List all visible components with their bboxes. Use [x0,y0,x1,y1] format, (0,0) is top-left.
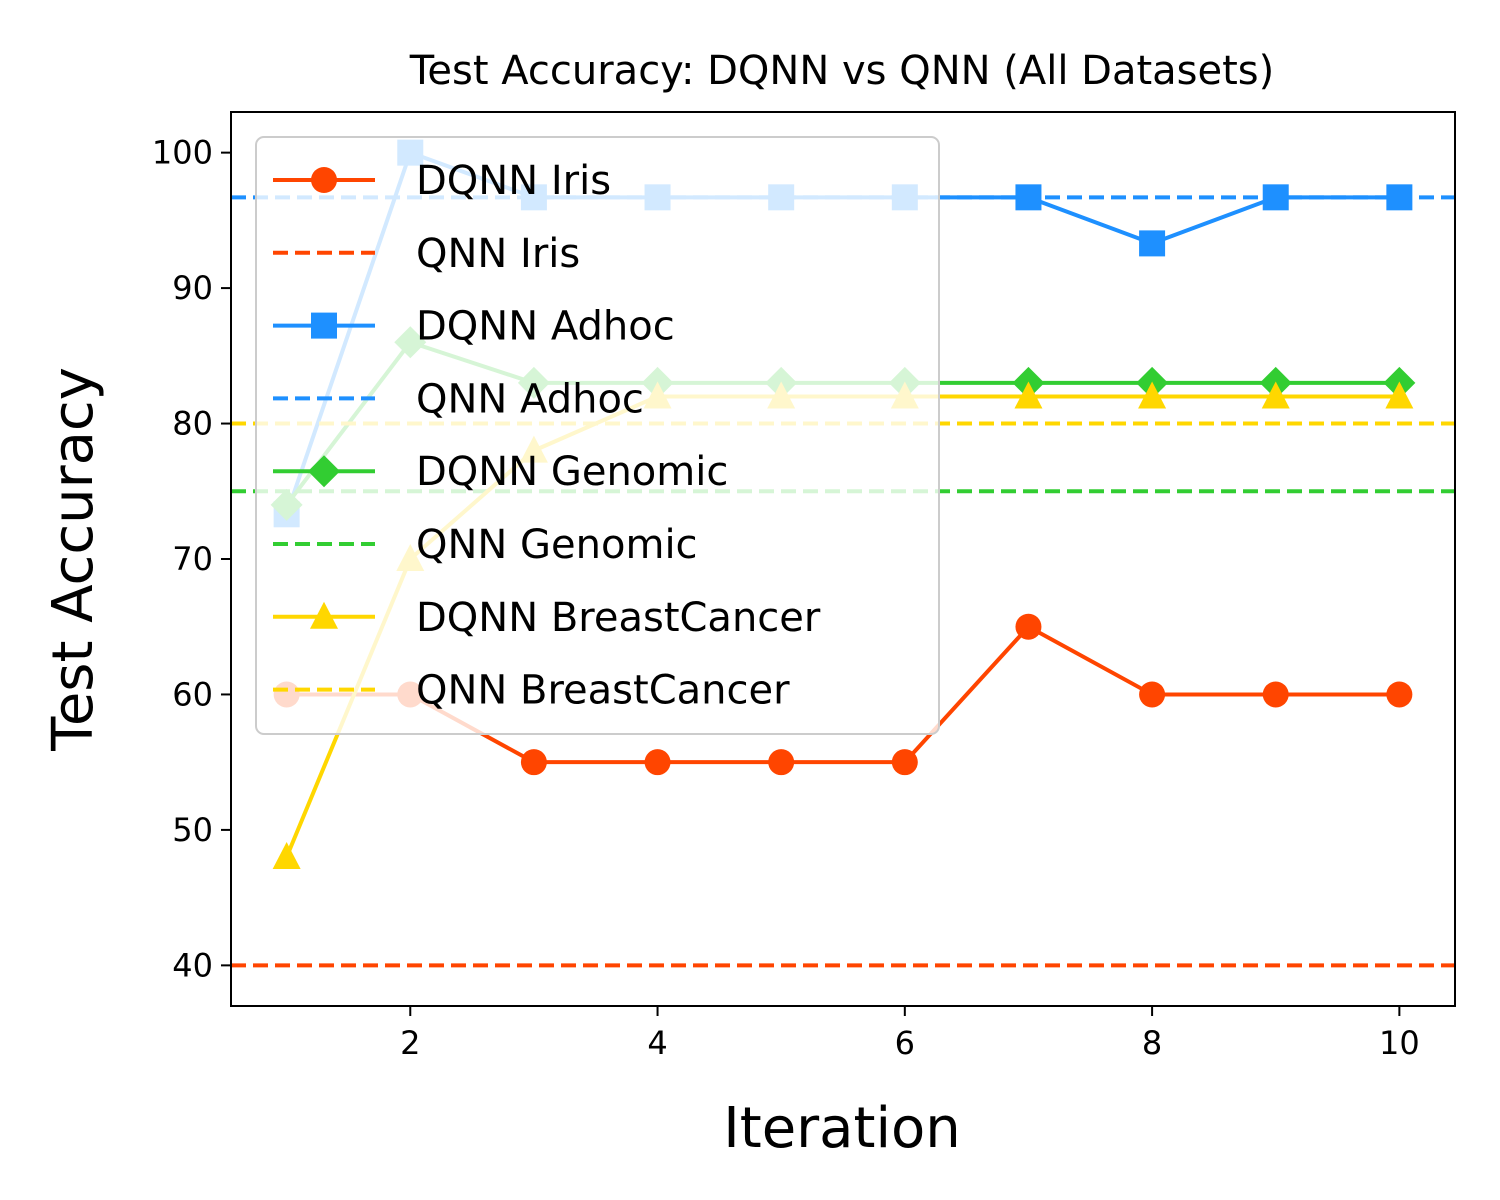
y-tick-label: 80 [172,405,213,443]
chart-title: Test Accuracy: DQNN vs QNN (All Datasets… [409,48,1275,94]
legend-marker [310,601,338,629]
legend-entry: QNN Adhoc [273,376,644,422]
legend-entry: QNN Genomic [273,522,698,568]
legend-label: QNN Adhoc [416,376,644,422]
y-tick-label: 60 [172,675,213,713]
data-point [272,842,301,869]
legend-marker [308,455,340,488]
legend-label: DQNN BreastCancer [416,595,821,641]
legend-marker [311,167,337,193]
legend-entry: QNN Iris [273,231,580,277]
data-point [1386,681,1413,708]
data-point [768,749,795,776]
legend-entry: QNN BreastCancer [273,668,790,714]
legend-label: DQNN Genomic [416,449,728,495]
y-tick-label: 70 [172,540,213,578]
data-point [1262,681,1289,708]
legend-entry: DQNN Iris [273,158,611,204]
x-axis-ticks: 2 4 6 8 10 [400,1006,1420,1062]
data-point [644,749,671,776]
legend-entry: DQNN Adhoc [273,304,675,350]
x-tick-label: 6 [895,1024,915,1062]
legend-items: DQNN Iris QNN Iris DQNN Adhoc QNN Adhoc DQNN… [273,158,821,714]
legend-label: QNN Iris [416,231,580,277]
legend-box [255,136,940,735]
y-axis-label: Test Accuracy [41,367,106,752]
legend-label: QNN Genomic [416,522,698,568]
legend-entry: DQNN Genomic [273,449,728,495]
data-point [1138,381,1167,409]
series-dqnn-iris [273,613,1413,776]
x-tick-label: 10 [1379,1024,1420,1062]
y-tick-label: 100 [152,134,213,172]
data-point [1015,613,1042,640]
y-axis-ticks: 40 50 60 70 80 90 100 [152,134,231,984]
x-tick-label: 4 [647,1024,667,1062]
y-tick-label: 40 [172,946,213,984]
data-point [1385,381,1414,409]
data-point [520,749,547,776]
y-tick-label: 50 [172,811,213,849]
x-tick-label: 8 [1142,1024,1162,1062]
legend: DQNN Iris QNN Iris DQNN Adhoc QNN Adhoc DQNN… [255,136,940,735]
legend-label: DQNN Adhoc [416,304,675,350]
legend-marker [311,312,337,339]
x-tick-label: 2 [400,1024,420,1062]
legend-label: QNN BreastCancer [416,668,790,714]
data-point [1261,381,1290,409]
data-point [1139,230,1166,257]
y-tick-label: 90 [172,269,213,307]
x-axis-label: Iteration [723,1096,961,1161]
legend-label: DQNN Iris [416,158,611,204]
data-point [1139,681,1166,708]
data-point [1014,381,1043,409]
data-point [891,749,918,776]
legend-entry: DQNN BreastCancer [273,595,821,641]
